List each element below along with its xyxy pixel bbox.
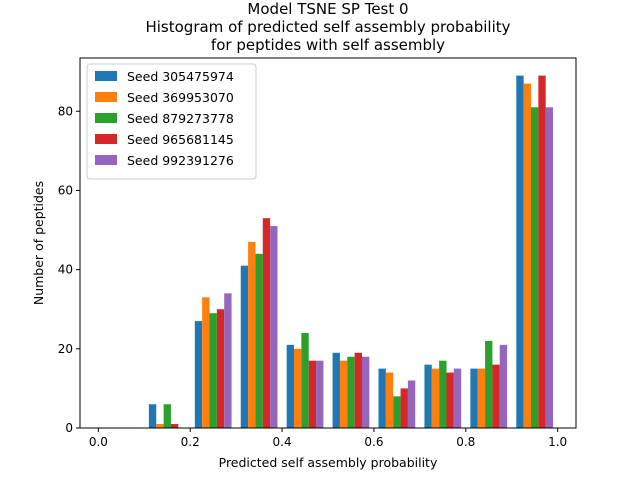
legend-swatch xyxy=(95,134,117,144)
histogram-bar xyxy=(400,388,408,428)
legend-label: Seed 992391276 xyxy=(127,153,234,168)
legend-label: Seed 965681145 xyxy=(127,132,234,147)
legend: Seed 305475974 Seed 369953070 Seed 8792737… xyxy=(86,63,257,180)
histogram-bar xyxy=(209,313,217,428)
histogram-bar xyxy=(485,340,493,428)
histogram-bar xyxy=(286,344,295,428)
histogram-bar xyxy=(361,356,370,428)
histogram-bar xyxy=(446,372,454,428)
histogram-bar xyxy=(202,297,210,428)
histogram-bar xyxy=(477,368,486,428)
histogram-bar xyxy=(545,107,554,429)
legend-swatch xyxy=(95,71,117,81)
histogram-bar xyxy=(385,372,394,428)
y-tick-label: 60 xyxy=(58,183,73,197)
y-tick-label: 40 xyxy=(58,263,73,277)
histogram-bar xyxy=(262,218,271,428)
chart-title-line-1: Model TSNE SP Test 0 xyxy=(247,0,408,18)
histogram-bar xyxy=(499,344,508,428)
histogram-bar xyxy=(407,380,416,428)
histogram-bar xyxy=(347,356,355,428)
histogram-bar xyxy=(255,253,263,428)
x-tick-label: 1.0 xyxy=(548,435,567,449)
legend-label: Seed 879273778 xyxy=(127,111,234,126)
plot-frame xyxy=(79,57,577,429)
histogram-bar xyxy=(308,360,317,428)
histogram-bar xyxy=(224,293,232,428)
x-tick-label: 0.2 xyxy=(181,435,200,449)
x-tick-label: 0.4 xyxy=(273,435,292,449)
histogram-bar xyxy=(439,360,447,428)
histogram-bar xyxy=(431,368,440,428)
histogram-bar xyxy=(538,75,546,428)
x-tick-label: 0.6 xyxy=(364,435,383,449)
histogram-bar xyxy=(354,352,362,428)
histogram-bar xyxy=(240,265,249,428)
legend-label: Seed 369953070 xyxy=(127,90,234,105)
x-tick-label: 0.8 xyxy=(456,435,475,449)
chart-title-line-3: for peptides with self assembly xyxy=(211,36,445,54)
histogram-bar xyxy=(294,348,302,428)
histogram-bar xyxy=(216,309,225,428)
legend-swatch xyxy=(95,113,117,123)
histogram-bar xyxy=(453,368,462,428)
histogram-bar xyxy=(470,368,478,428)
histogram-bar xyxy=(163,404,171,428)
y-tick-label: 80 xyxy=(58,104,73,118)
chart-title: Model TSNE SP Test 0 Histogram of predic… xyxy=(145,0,510,54)
legend-swatch xyxy=(95,155,117,165)
x-tick-label: 0.0 xyxy=(89,435,108,449)
legend-box xyxy=(86,63,257,180)
histogram-bar xyxy=(156,424,164,428)
histogram-bar xyxy=(248,241,256,428)
histogram-bar xyxy=(393,396,401,428)
y-axis-label: Number of peptides xyxy=(31,181,46,305)
histogram-bar xyxy=(301,332,309,428)
axes-layer: 0.0 0.2 0.4 0.6 0.8 1.0 0 20 40 60 80 xyxy=(58,57,577,449)
chart-title-line-2: Histogram of predicted self assembly pro… xyxy=(145,18,510,36)
histogram-bar xyxy=(170,424,179,428)
histogram-bar xyxy=(516,75,524,428)
legend-label: Seed 305475974 xyxy=(127,69,234,84)
y-tick-label: 0 xyxy=(65,421,73,435)
histogram-bar xyxy=(316,360,324,428)
histogram-bar xyxy=(339,360,348,428)
histogram-bar xyxy=(530,107,539,429)
y-tick-label: 20 xyxy=(58,342,73,356)
x-axis-label: Predicted self assembly probability xyxy=(219,455,438,470)
histogram-bar xyxy=(148,404,157,428)
histogram-bar xyxy=(424,364,432,428)
histogram-bar xyxy=(194,321,203,428)
histogram-bar xyxy=(378,368,386,428)
histogram-bar xyxy=(492,364,500,428)
histogram-bar xyxy=(270,226,278,428)
histogram-bar xyxy=(332,352,340,428)
bars-layer xyxy=(148,75,554,429)
legend-swatch xyxy=(95,92,117,102)
histogram-bar xyxy=(523,83,531,428)
